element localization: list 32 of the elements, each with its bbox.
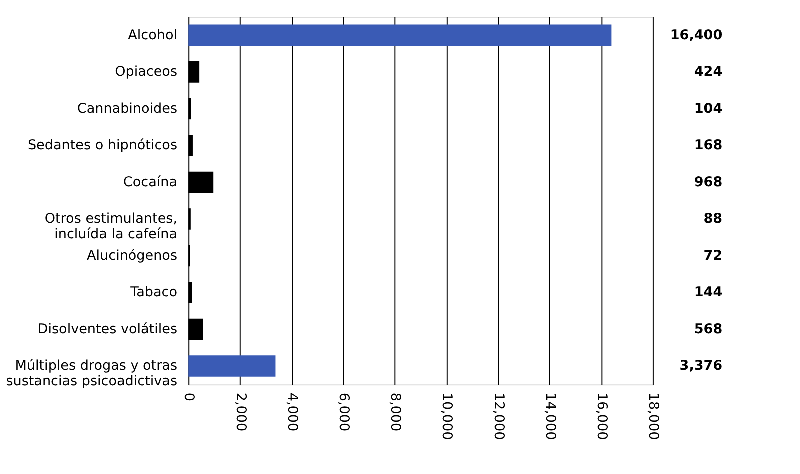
y-tick-label: Cocaína bbox=[123, 174, 178, 190]
x-tick-label: 10,000 bbox=[439, 392, 456, 440]
bar bbox=[188, 24, 612, 46]
bar bbox=[188, 356, 276, 377]
data-label: 168 bbox=[694, 138, 723, 154]
x-tick-label: 12,000 bbox=[490, 392, 507, 440]
y-tick-label: Alucinógenos bbox=[87, 248, 178, 264]
data-label: 16,400 bbox=[670, 27, 723, 44]
x-tick-label: 8,000 bbox=[388, 392, 404, 432]
data-label: 88 bbox=[704, 211, 723, 228]
y-tick-label: Disolventes volátiles bbox=[38, 321, 178, 338]
x-tick-label: 6,000 bbox=[336, 392, 352, 432]
data-label: 424 bbox=[694, 64, 723, 80]
data-label: 104 bbox=[694, 100, 723, 117]
y-tick-label: Múltiples drogas y otras sustancias psicoadictivas bbox=[6, 358, 178, 390]
y-tick-label: Cannabinoides bbox=[77, 100, 178, 117]
x-tick-label: 0 bbox=[181, 392, 198, 402]
x-tick-label: 14,000 bbox=[542, 392, 558, 440]
x-tick-label: 2,000 bbox=[232, 392, 249, 432]
data-label: 568 bbox=[694, 321, 723, 338]
data-label: 72 bbox=[704, 248, 723, 264]
x-tick-label: 18,000 bbox=[646, 392, 662, 440]
x-tick-label: 4,000 bbox=[284, 392, 300, 432]
x-tick-label: 16,000 bbox=[594, 392, 610, 440]
y-tick-label: Alcohol bbox=[128, 27, 178, 44]
data-label: 3,376 bbox=[680, 358, 723, 374]
y-tick-label: Otros estimulantes, incluída la cafeína bbox=[44, 211, 178, 243]
data-label: 144 bbox=[694, 284, 723, 301]
y-tick-label: Sedantes o hipnóticos bbox=[28, 138, 178, 154]
y-tick-label: Opiaceos bbox=[115, 64, 178, 80]
data-label: 968 bbox=[694, 174, 723, 190]
y-tick-label: Tabaco bbox=[130, 284, 178, 301]
